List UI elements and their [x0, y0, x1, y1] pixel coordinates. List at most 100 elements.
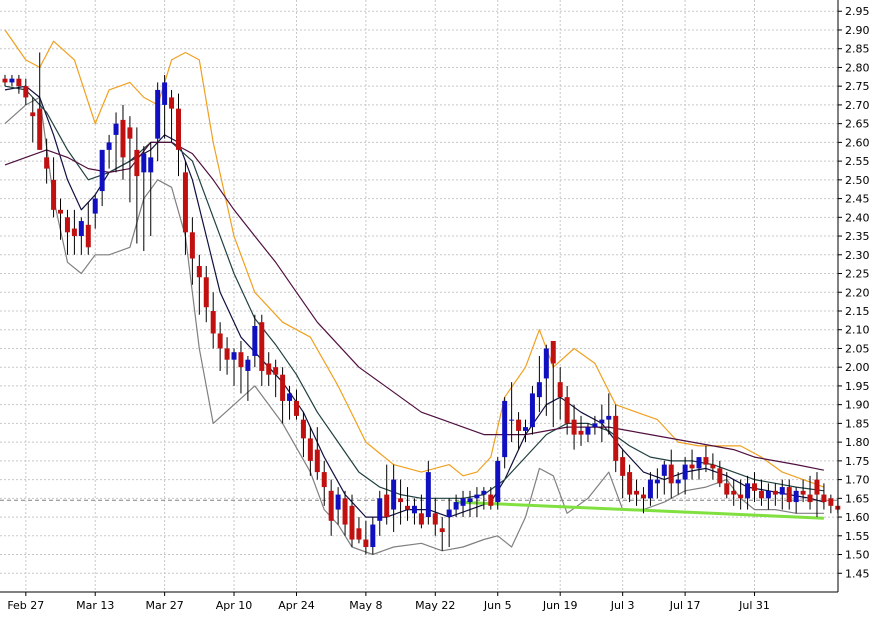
candle-body	[745, 483, 751, 499]
y-tick-label: 1.95	[845, 380, 870, 393]
y-tick-label: 2.55	[845, 155, 870, 168]
candle-body	[127, 127, 133, 139]
candle-body	[85, 224, 91, 248]
x-tick-label: Jun 5	[483, 599, 512, 612]
candle-body	[321, 472, 327, 488]
candle-body	[585, 427, 591, 435]
y-tick-label: 1.80	[845, 436, 870, 449]
candle-body	[606, 415, 612, 420]
candle-body	[398, 498, 404, 503]
y-tick-label: 2.10	[845, 324, 870, 337]
candle-body	[418, 513, 424, 525]
candle-body	[259, 322, 265, 371]
ma-mid-line	[4, 85, 824, 499]
candle-body	[280, 374, 286, 401]
candle-body	[113, 123, 119, 135]
candle-body	[640, 494, 646, 499]
x-tick-label: Mar 27	[145, 599, 183, 612]
y-tick-label: 1.55	[845, 530, 870, 543]
y-tick-label: 2.00	[845, 361, 870, 374]
candle-body	[411, 505, 417, 514]
candle-body	[564, 397, 570, 424]
y-tick-label: 2.25	[845, 268, 870, 281]
candle-body	[155, 89, 161, 139]
candle-body	[342, 498, 348, 525]
trendline-line	[456, 500, 824, 520]
candle-body	[23, 86, 29, 98]
bollinger-lower-line	[4, 96, 824, 556]
x-tick-label: May 22	[415, 599, 455, 612]
candle-body	[446, 509, 452, 518]
candle-body	[592, 423, 598, 428]
candle-body	[44, 157, 50, 169]
candle-body	[217, 333, 223, 349]
bollinger-upper-line	[4, 29, 825, 488]
candle-body	[467, 498, 473, 503]
x-tick-label: Apr 24	[278, 599, 315, 612]
y-tick-label: 2.80	[845, 61, 870, 74]
candle-body	[509, 419, 515, 421]
y-tick-label: 1.60	[845, 511, 870, 524]
y-tick-label: 1.75	[845, 455, 870, 468]
candle-body	[287, 393, 293, 401]
candle-body	[668, 464, 674, 484]
candle-body	[30, 112, 36, 117]
candle-body	[682, 464, 688, 480]
candle-body	[203, 277, 209, 308]
candle-body	[162, 82, 168, 105]
x-tick-label: Mar 13	[76, 599, 114, 612]
candle-body	[405, 505, 411, 510]
candle-body	[314, 449, 320, 473]
candle-body	[293, 400, 299, 416]
y-tick-label: 2.30	[845, 249, 870, 262]
candle-body	[384, 494, 390, 518]
candle-body	[176, 108, 181, 150]
y-tick-label: 2.40	[845, 211, 870, 224]
candle-body	[578, 430, 584, 435]
y-tick-label: 2.60	[845, 136, 870, 149]
candle-body	[523, 427, 528, 431]
candle-body	[224, 348, 230, 360]
y-tick-label: 1.50	[845, 549, 870, 562]
candle-body	[800, 490, 806, 495]
candle-body	[758, 490, 764, 499]
candle-body	[37, 108, 43, 150]
x-tick-label: Jul 31	[738, 599, 770, 612]
y-tick-label: 1.90	[845, 399, 870, 412]
candle-body	[738, 494, 744, 499]
x-tick-label: May 8	[349, 599, 382, 612]
candle-body	[238, 352, 244, 368]
y-tick-label: 2.15	[845, 305, 870, 318]
candle-body	[821, 494, 827, 503]
candle-body	[703, 457, 709, 465]
candle-body	[696, 457, 702, 469]
y-tick-label: 2.35	[845, 230, 870, 243]
candle-body	[772, 490, 778, 495]
y-tick-label: 2.70	[845, 99, 870, 112]
candle-body	[307, 438, 313, 461]
candle-body	[536, 382, 542, 398]
candle-body	[78, 221, 84, 237]
candle-body	[377, 498, 383, 521]
candle-body	[51, 179, 57, 210]
candle-body	[300, 419, 306, 439]
y-tick-label: 2.90	[845, 24, 870, 37]
candle-body	[814, 479, 820, 495]
candle-body	[432, 513, 438, 525]
candle-body	[134, 149, 140, 177]
candle-body	[828, 498, 834, 506]
candle-body	[71, 228, 77, 237]
y-tick-label: 2.20	[845, 286, 870, 299]
candle-body	[231, 352, 237, 360]
candle-body	[182, 172, 188, 233]
candle-body	[148, 157, 154, 173]
candle-body	[675, 479, 681, 484]
candle-body	[245, 359, 251, 371]
y-tick-label: 2.05	[845, 342, 870, 355]
y-tick-label: 2.95	[845, 5, 870, 18]
candle-body	[807, 494, 813, 503]
ma-fast-line	[4, 85, 825, 518]
candle-body	[786, 487, 792, 503]
candle-body	[571, 419, 577, 435]
